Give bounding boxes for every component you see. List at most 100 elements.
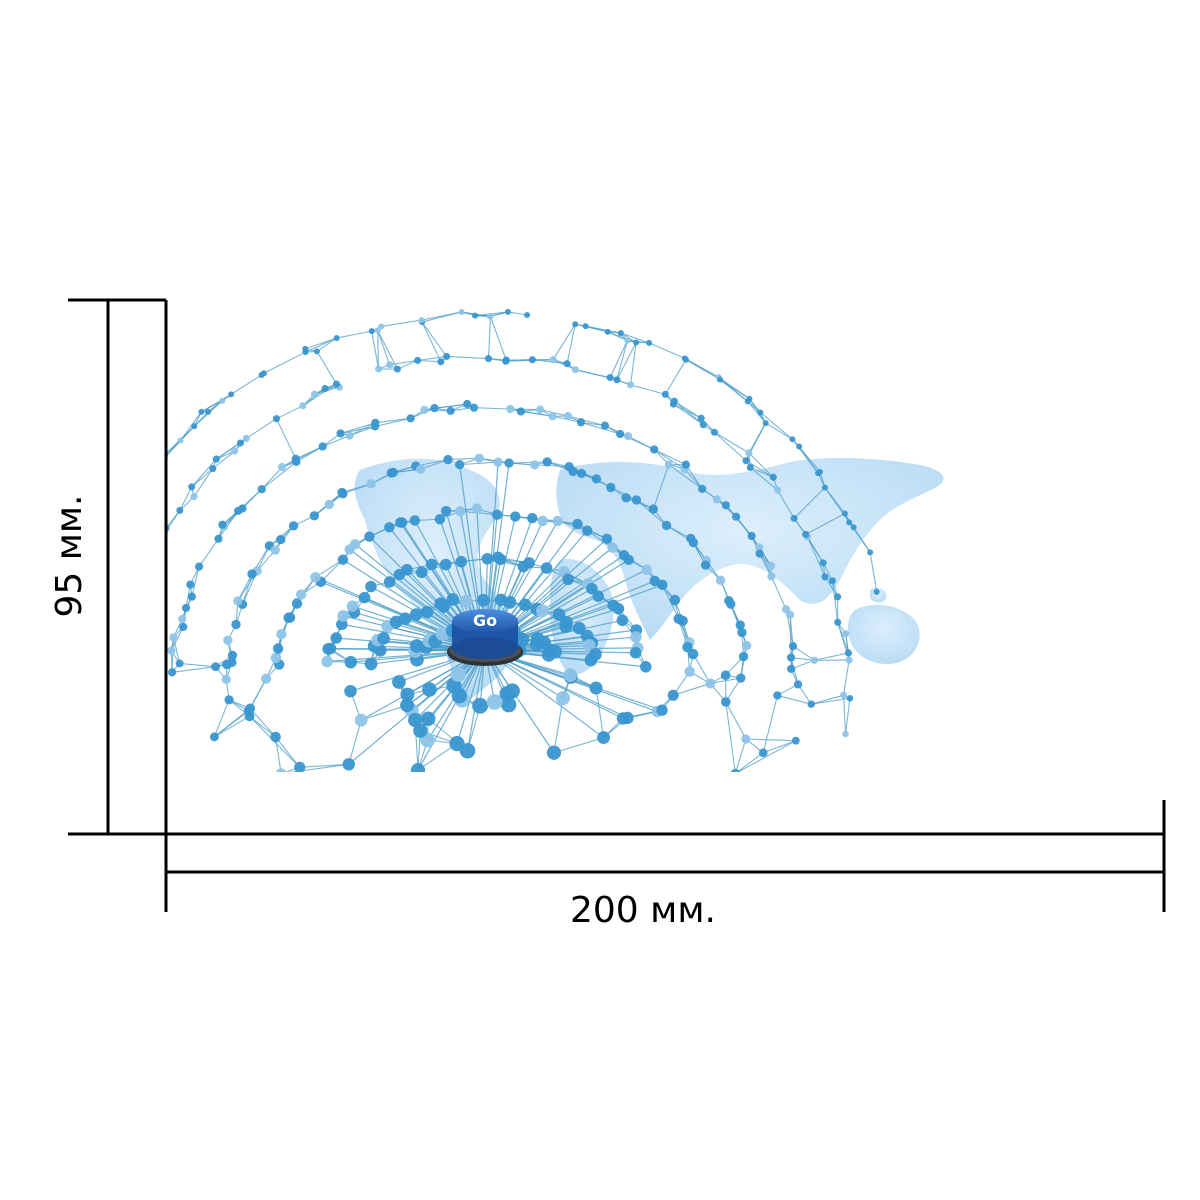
network-node bbox=[476, 593, 490, 607]
network-node bbox=[873, 588, 880, 595]
network-link bbox=[191, 468, 214, 488]
network-node bbox=[526, 512, 538, 524]
network-link bbox=[714, 431, 750, 454]
network-node bbox=[247, 569, 257, 579]
network-node bbox=[757, 409, 764, 416]
network-link bbox=[295, 445, 323, 460]
network-node bbox=[589, 681, 603, 695]
network-link bbox=[198, 538, 219, 567]
network-node bbox=[209, 465, 217, 473]
network-node bbox=[409, 515, 421, 526]
network-node bbox=[410, 763, 426, 772]
network-link bbox=[348, 719, 362, 765]
network-node bbox=[439, 558, 452, 571]
network-node bbox=[788, 642, 798, 651]
network-link bbox=[520, 410, 553, 417]
network-node bbox=[378, 323, 385, 330]
network-node bbox=[715, 575, 726, 585]
network-link bbox=[340, 425, 376, 434]
network-link bbox=[748, 398, 767, 424]
network-link bbox=[417, 743, 458, 771]
network-link bbox=[397, 359, 418, 370]
network-node bbox=[741, 734, 751, 744]
network-link bbox=[340, 422, 376, 434]
network-node bbox=[738, 651, 749, 662]
network-node bbox=[846, 695, 854, 702]
network-link bbox=[316, 337, 337, 352]
network-node bbox=[270, 545, 280, 555]
network-link bbox=[673, 403, 704, 426]
network-link bbox=[692, 653, 711, 684]
network-link bbox=[166, 510, 181, 529]
network-node bbox=[430, 404, 439, 413]
network-node bbox=[393, 365, 401, 373]
network-link bbox=[417, 355, 447, 361]
network-node bbox=[586, 582, 598, 595]
network-node bbox=[552, 515, 563, 527]
network-node bbox=[746, 395, 753, 402]
network-link bbox=[763, 740, 796, 754]
network-node bbox=[420, 405, 429, 414]
network-node bbox=[789, 436, 796, 443]
network-node bbox=[667, 689, 679, 701]
network-link bbox=[172, 637, 181, 664]
network-node bbox=[198, 408, 205, 415]
network-node bbox=[276, 628, 287, 640]
network-link bbox=[371, 331, 380, 370]
network-link bbox=[824, 487, 850, 523]
network-link bbox=[191, 566, 200, 597]
network-link bbox=[790, 659, 815, 670]
network-link bbox=[553, 698, 564, 753]
network-node bbox=[746, 463, 754, 472]
network-node bbox=[530, 460, 540, 470]
network-node bbox=[612, 602, 625, 615]
network-node bbox=[437, 600, 450, 613]
network-node bbox=[502, 357, 510, 365]
network-node bbox=[786, 610, 795, 619]
network-link bbox=[490, 311, 509, 317]
network-link bbox=[275, 418, 297, 460]
network-node bbox=[828, 577, 836, 585]
height-dimension-label: 95 мм. bbox=[49, 494, 90, 618]
network-node bbox=[697, 414, 705, 422]
network-node bbox=[313, 348, 320, 355]
network-node bbox=[819, 559, 827, 567]
network-node bbox=[418, 317, 425, 324]
network-node bbox=[214, 534, 223, 543]
network-node bbox=[284, 612, 296, 623]
network-node bbox=[842, 730, 849, 738]
network-node bbox=[324, 499, 334, 510]
network-node bbox=[834, 618, 842, 626]
network-node bbox=[186, 580, 195, 589]
network-node bbox=[474, 453, 484, 463]
network-node bbox=[420, 711, 436, 727]
network-node bbox=[338, 489, 348, 499]
network-link bbox=[166, 528, 167, 530]
network-link bbox=[685, 359, 721, 381]
network-link bbox=[193, 468, 214, 497]
network-node bbox=[209, 732, 219, 742]
network-node bbox=[687, 648, 699, 660]
network-link bbox=[567, 415, 606, 427]
network-node bbox=[688, 537, 699, 548]
network-node bbox=[584, 653, 598, 667]
network-node bbox=[354, 713, 368, 727]
network-node bbox=[815, 470, 822, 477]
network-node bbox=[169, 633, 178, 642]
network-node bbox=[153, 549, 160, 556]
network-link bbox=[288, 763, 349, 772]
network-node bbox=[238, 504, 247, 513]
network-node bbox=[568, 466, 578, 477]
network-link bbox=[421, 321, 442, 363]
network-link bbox=[735, 738, 747, 772]
network-link bbox=[811, 694, 844, 705]
network-node bbox=[549, 356, 557, 364]
network-node bbox=[867, 549, 874, 556]
network-link bbox=[171, 666, 216, 673]
network-link bbox=[714, 431, 747, 462]
network-link bbox=[214, 715, 250, 738]
network-node bbox=[443, 454, 453, 465]
network-node bbox=[486, 694, 503, 710]
network-node bbox=[747, 531, 756, 541]
network-link bbox=[552, 323, 576, 360]
